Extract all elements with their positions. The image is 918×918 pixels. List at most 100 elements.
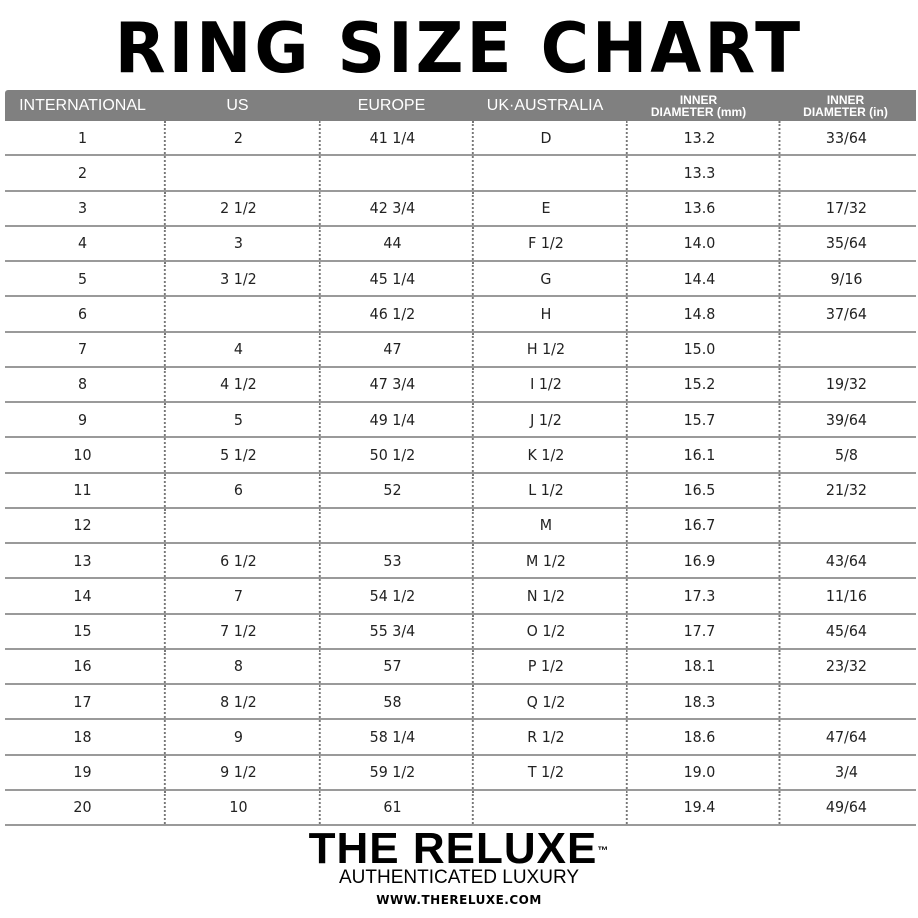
header-inner-diameter-mm: INNER DIAMETER (mm): [650, 93, 747, 119]
cell-uk-australia: H 1/2: [471, 332, 618, 366]
cell-diameter-mm: 13.3: [625, 156, 771, 190]
cell-europe: 47: [318, 332, 464, 366]
cell-diameter-mm: 14.4: [625, 262, 771, 296]
cell-diameter-mm: 18.1: [625, 649, 771, 683]
header-inner-diameter-in: INNER DIAMETER (in): [803, 93, 888, 119]
cell-us: 4: [163, 332, 311, 366]
brand-footer: THE RELUXE™ AUTHENTICATED LUXURY WWW.THE…: [0, 827, 918, 908]
brand-logo: THE RELUXE™: [0, 827, 918, 871]
cell-us: 6: [163, 473, 311, 507]
cell-diameter-mm: 14.8: [625, 297, 771, 331]
cell-uk-australia: M 1/2: [471, 544, 618, 578]
header-us: US: [226, 96, 249, 114]
cell-europe: 58 1/4: [318, 720, 464, 754]
cell-international: 13: [73, 551, 92, 570]
cell-international: 3: [77, 199, 88, 218]
cell-uk-australia: E: [471, 191, 618, 225]
cell-us: [163, 156, 311, 190]
cell-us: 8: [163, 649, 311, 683]
cell-uk-australia: J 1/2: [471, 403, 618, 437]
cell-us: 7 1/2: [163, 614, 311, 648]
cell-uk-australia: R 1/2: [471, 720, 618, 754]
cell-uk-australia: Q 1/2: [471, 685, 618, 719]
cell-europe: 55 3/4: [318, 614, 464, 648]
table-row: 12 M 16.7: [5, 508, 916, 544]
cell-diameter-in: [778, 332, 913, 366]
cell-international: 1: [77, 128, 88, 147]
table-row: 13 6 1/2 53 M 1/2 16.9 43/64: [5, 544, 916, 580]
cell-diameter-mm: 16.9: [625, 544, 771, 578]
table-header: INTERNATIONAL US EUROPE UK·AUSTRALIA INN…: [5, 90, 916, 121]
table-row: 3 2 1/2 42 3/4 E 13.6 17/32: [5, 191, 916, 227]
cell-international: 20: [73, 798, 92, 817]
cell-diameter-mm: 16.5: [625, 473, 771, 507]
cell-diameter-in: 35/64: [778, 226, 913, 260]
table-row: 15 7 1/2 55 3/4 O 1/2 17.7 45/64: [5, 614, 916, 650]
ring-size-table: INTERNATIONAL US EUROPE UK·AUSTRALIA INN…: [5, 90, 916, 826]
cell-international: 11: [73, 481, 92, 500]
cell-europe: 47 3/4: [318, 367, 464, 401]
cell-europe: 53: [318, 544, 464, 578]
table-row: 18 9 58 1/4 R 1/2 18.6 47/64: [5, 720, 916, 756]
cell-international: 18: [73, 727, 92, 746]
cell-uk-australia: I 1/2: [471, 367, 618, 401]
cell-diameter-mm: 15.0: [625, 332, 771, 366]
cell-international: 5: [77, 269, 88, 288]
cell-diameter-in: [778, 685, 913, 719]
trademark-symbol: ™: [597, 845, 610, 857]
cell-europe: 59 1/2: [318, 755, 464, 789]
cell-uk-australia: N 1/2: [471, 579, 618, 613]
cell-europe: 45 1/4: [318, 262, 464, 296]
cell-uk-australia: O 1/2: [471, 614, 618, 648]
cell-diameter-in: 33/64: [778, 121, 913, 155]
cell-diameter-in: 17/32: [778, 191, 913, 225]
cell-uk-australia: [471, 156, 618, 190]
cell-diameter-in: 9/16: [778, 262, 913, 296]
table-row: 5 3 1/2 45 1/4 G 14.4 9/16: [5, 262, 916, 298]
cell-diameter-mm: 19.0: [625, 755, 771, 789]
cell-diameter-mm: 15.2: [625, 367, 771, 401]
table-row: 9 5 49 1/4 J 1/2 15.7 39/64: [5, 403, 916, 439]
cell-diameter-in: [778, 156, 913, 190]
cell-uk-australia: H: [471, 297, 618, 331]
cell-us: 8 1/2: [163, 685, 311, 719]
cell-diameter-in: 5/8: [778, 438, 913, 472]
cell-us: 2: [163, 121, 311, 155]
cell-international: 14: [73, 586, 92, 605]
table-row: 19 9 1/2 59 1/2 T 1/2 19.0 3/4: [5, 755, 916, 791]
cell-diameter-mm: 14.0: [625, 226, 771, 260]
cell-diameter-in: 39/64: [778, 403, 913, 437]
cell-europe: 52: [318, 473, 464, 507]
table-body: 1 2 41 1/4 D 13.2 33/64 2 13.3 3 2 1/2 42 3/4 E 13.6…: [5, 121, 916, 826]
header-uk-australia: UK·AUSTRALIA: [486, 96, 604, 114]
cell-uk-australia: P 1/2: [471, 649, 618, 683]
brand-url: WWW.THERELUXE.COM: [376, 893, 542, 907]
cell-diameter-mm: 13.6: [625, 191, 771, 225]
cell-diameter-in: [778, 508, 913, 542]
cell-us: 6 1/2: [163, 544, 311, 578]
header-international: INTERNATIONAL: [19, 96, 146, 114]
cell-international: 10: [73, 445, 92, 464]
cell-diameter-in: 11/16: [778, 579, 913, 613]
table-row: 8 4 1/2 47 3/4 I 1/2 15.2 19/32: [5, 367, 916, 403]
cell-diameter-in: 47/64: [778, 720, 913, 754]
cell-uk-australia: T 1/2: [471, 755, 618, 789]
cell-international: 6: [77, 304, 88, 323]
cell-us: 7: [163, 579, 311, 613]
cell-europe: 44: [318, 226, 464, 260]
cell-diameter-in: 21/32: [778, 473, 913, 507]
cell-diameter-in: 23/32: [778, 649, 913, 683]
page-title: RING SIZE CHART: [114, 8, 804, 89]
cell-us: [163, 297, 311, 331]
cell-us: 9: [163, 720, 311, 754]
cell-europe: 50 1/2: [318, 438, 464, 472]
cell-international: 12: [73, 516, 92, 535]
cell-europe: 57: [318, 649, 464, 683]
cell-uk-australia: L 1/2: [471, 473, 618, 507]
cell-europe: 58: [318, 685, 464, 719]
cell-uk-australia: [471, 790, 618, 824]
cell-europe: 61: [318, 790, 464, 824]
cell-europe: [318, 508, 464, 542]
cell-us: 4 1/2: [163, 367, 311, 401]
cell-international: 9: [77, 410, 88, 429]
